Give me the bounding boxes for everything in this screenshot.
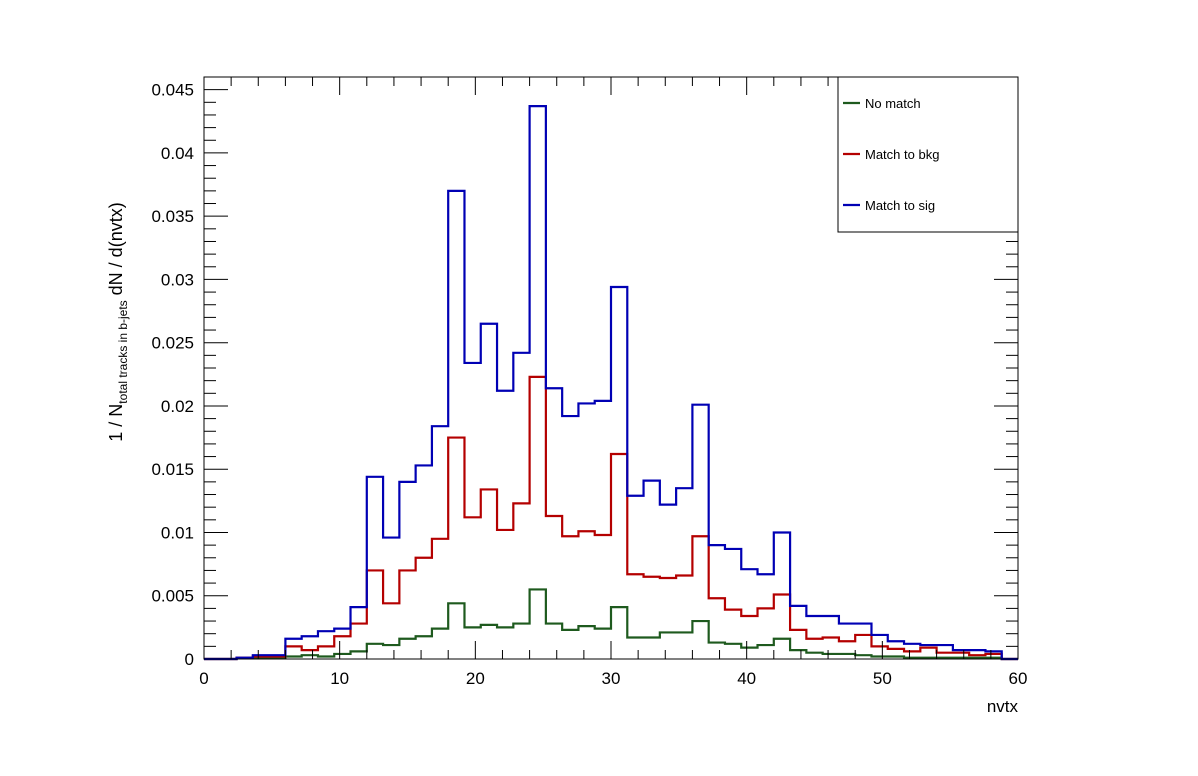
y-tick-label: 0.045	[151, 81, 194, 100]
y-axis-label: 1 / Ntotal tracks in b-jets dN / d(nvtx)	[106, 202, 130, 441]
y-tick-label: 0	[185, 650, 194, 669]
x-tick-label: 40	[737, 669, 756, 688]
x-tick-label: 50	[873, 669, 892, 688]
y-tick-label: 0.01	[161, 523, 194, 542]
x-tick-label: 60	[1009, 669, 1028, 688]
legend-label: Match to sig	[865, 198, 935, 213]
x-tick-label: 10	[330, 669, 349, 688]
y-axis-label-main: 1 / N	[106, 404, 126, 442]
x-tick-label: 0	[199, 669, 208, 688]
legend-box	[837, 76, 1019, 233]
x-tick-label: 20	[466, 669, 485, 688]
y-tick-label: 0.035	[151, 207, 194, 226]
series-line-match-to-sig	[204, 105, 1018, 661]
y-axis-label-subscript: total tracks in b-jets	[116, 300, 130, 403]
legend-label: No match	[865, 96, 921, 111]
y-tick-label: 0.04	[161, 144, 194, 163]
series-line-no-match	[204, 588, 1018, 661]
y-tick-label: 0.02	[161, 397, 194, 416]
series-layer	[204, 105, 1018, 661]
x-tick-label: 30	[602, 669, 621, 688]
y-tick-label: 0.015	[151, 460, 194, 479]
y-axis-label-suffix: dN / d(nvtx)	[106, 202, 126, 300]
x-axis-label: nvtx	[987, 697, 1019, 716]
x-axis-ticks: 0 10 20 30 40 50 60	[199, 77, 1027, 688]
y-tick-label: 0.03	[161, 270, 194, 289]
legend: No match Match to bkg Match to sig	[837, 76, 1019, 233]
y-tick-label: 0.025	[151, 334, 194, 353]
y-tick-label: 0.005	[151, 587, 194, 606]
legend-label: Match to bkg	[865, 147, 939, 162]
